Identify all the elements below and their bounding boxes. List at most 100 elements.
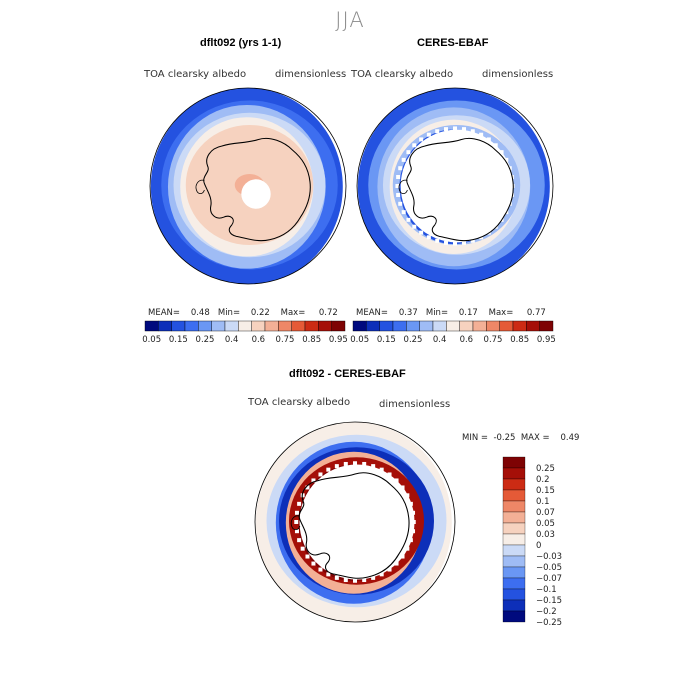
colorbar-tick-label: 0.05 (350, 335, 369, 345)
colorbar-swatch (291, 320, 306, 332)
panel3-max-label: MAX = (520, 433, 550, 443)
missing-data-tile (311, 561, 316, 566)
colorbar-swatch (419, 320, 434, 332)
colorbar-swatch (486, 320, 500, 332)
missing-data-tile (453, 126, 457, 131)
panel3-stats: MIN = -0.25 MAX = 0.49 (462, 433, 579, 443)
missing-data-tile (334, 464, 339, 469)
colorbar-tick-label: −0.03 (536, 552, 562, 562)
missing-data-tile (343, 461, 348, 466)
season-title: JJA (335, 8, 365, 32)
colorbar-swatch (502, 467, 526, 480)
panel2-mean-label: MEAN= (356, 308, 388, 318)
missing-data-tile (318, 567, 323, 572)
missing-data-tile (371, 575, 376, 580)
colorbar-swatch (502, 456, 526, 469)
missing-data-tile (387, 472, 392, 477)
colorbar-swatch (539, 320, 554, 332)
colorbar-tick-label: 0.4 (433, 335, 447, 345)
missing-data-tile (435, 238, 440, 243)
missing-data-tile (401, 157, 406, 162)
missing-data-tile (412, 143, 417, 148)
missing-data-tile (294, 529, 299, 534)
colorbar-tick-label: 0.03 (536, 530, 555, 540)
map-panel-1 (149, 87, 347, 285)
missing-data-tile (499, 150, 504, 155)
missing-data-tile (419, 230, 424, 235)
colorbar-swatch (502, 533, 526, 546)
missing-data-tile (443, 240, 448, 245)
colorbar-swatch (502, 478, 526, 491)
colorbar-tick-label: −0.1 (536, 585, 557, 595)
colorbar-swatch (158, 320, 172, 332)
missing-data-tile (379, 572, 384, 577)
panel1-stats: MEAN= 0.48 Min= 0.22 Max= 0.72 (148, 308, 338, 318)
colorbar-tick-label: −0.2 (536, 607, 557, 617)
panel2-mean-value: 0.37 (398, 308, 418, 318)
panel1-min-value: 0.22 (250, 308, 270, 318)
missing-data-tile (405, 546, 410, 551)
colorbar-swatch (264, 320, 279, 332)
missing-data-tile (343, 578, 348, 583)
colorbar-swatch (502, 511, 526, 524)
missing-data-tile (305, 554, 310, 559)
colorbar-tick-label: −0.25 (536, 618, 562, 628)
colorbar-swatch (224, 320, 239, 332)
panel2-min-label: Min= (425, 308, 449, 318)
colorbar-tick-label: 0.25 (404, 335, 423, 345)
panel1-units-label: dimensionless (275, 69, 347, 80)
colorbar-swatch (379, 320, 394, 332)
panel3-title: dflt092 - CERES-EBAF (289, 368, 406, 380)
panel3-min-label: MIN = (462, 433, 489, 443)
colorbar-swatch (171, 320, 186, 332)
colorbar-swatch (512, 320, 527, 332)
missing-data-tile (493, 143, 498, 148)
colorbar-swatch (144, 320, 159, 332)
colorbar-swatch (446, 320, 460, 332)
colorbar-swatch (366, 320, 380, 332)
panel1-max-label: Max= (280, 308, 306, 318)
missing-data-tile (443, 127, 448, 132)
missing-data-tile (326, 572, 331, 577)
missing-data-tile (297, 538, 302, 543)
colorbar-swatch (304, 320, 319, 332)
colorbar-tick-label: 0.25 (536, 464, 555, 474)
missing-data-tile (334, 575, 339, 580)
colorbar-swatch (406, 320, 420, 332)
missing-data-tile (300, 546, 305, 551)
colorbar-swatch (198, 320, 212, 332)
missing-data-tile (401, 210, 406, 215)
colorbar-tick-label: 0.05 (142, 335, 161, 345)
colorbar-swatch (432, 320, 447, 332)
panel3-units-label: dimensionless (379, 399, 451, 410)
missing-data-tile (509, 193, 514, 198)
missing-data-area (299, 464, 415, 580)
missing-data-tile (412, 224, 417, 229)
missing-data-area (400, 129, 514, 243)
missing-data-tile (470, 129, 475, 134)
colorbar-swatch (352, 320, 367, 332)
colorbar-swatch (238, 320, 252, 332)
colorbar-tick-label: 0.15 (169, 335, 188, 345)
panel1-mean-value: 0.48 (190, 308, 210, 318)
colorbar-tick-label: 0.85 (302, 335, 321, 345)
colorbar-swatch (526, 320, 540, 332)
colorbar-tick-label: 0.6 (460, 335, 474, 345)
missing-data-tile (406, 150, 411, 155)
colorbar-swatch (502, 522, 526, 535)
colorbar-swatch (502, 610, 526, 623)
missing-data-tile (462, 240, 467, 245)
missing-data-tile (408, 538, 413, 543)
colorbar-tick-label: 0.25 (196, 335, 215, 345)
colorbar-1: 0.05 0.15 0.25 0.4 0.6 0.75 0.85 0.95 (142, 320, 348, 345)
colorbar-swatch (184, 320, 199, 332)
colorbar-swatch (502, 489, 526, 502)
colorbar-swatch (331, 320, 346, 332)
colorbar-tick-label: 0.15 (536, 486, 555, 496)
colorbar-swatch (459, 320, 474, 332)
missing-data-tile (394, 478, 399, 483)
missing-data-tile (362, 578, 367, 583)
colorbar-swatch (502, 566, 526, 579)
colorbar-tick-label: 0.1 (536, 497, 550, 507)
